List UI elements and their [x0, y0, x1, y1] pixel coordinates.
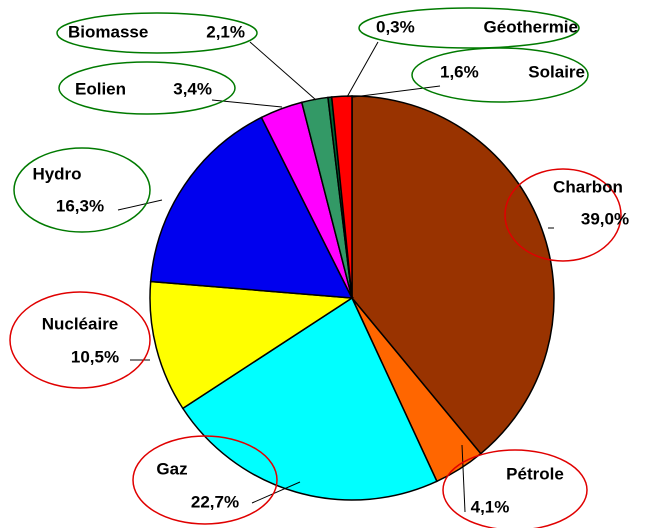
label-outline — [132, 435, 278, 525]
pie-slice — [181, 296, 438, 501]
leader-line — [461, 444, 466, 513]
slice-value: 39,0% — [581, 209, 629, 228]
label-outline — [442, 449, 588, 528]
leader-line — [251, 481, 301, 504]
leader-line — [352, 85, 441, 98]
slice-name: Pétrole — [506, 464, 564, 483]
slice-value: 16,3% — [56, 196, 104, 215]
label-outline — [9, 291, 151, 389]
slice-value: 3,4% — [173, 79, 212, 98]
leader-line — [249, 41, 317, 101]
slice-value: 0,3% — [376, 17, 415, 36]
pie-slice — [149, 280, 355, 410]
label-outline — [504, 168, 622, 262]
leader-line — [117, 199, 163, 211]
slice-name: Nucléaire — [42, 314, 119, 333]
slice-value: 4,1% — [471, 497, 510, 516]
slice-name: Eolien — [75, 79, 126, 98]
slice-name: Charbon — [553, 177, 623, 196]
slice-name: Géothermie — [484, 17, 578, 36]
label-outline — [358, 7, 580, 49]
pie-slice — [351, 95, 555, 455]
slice-name: Biomasse — [68, 22, 148, 41]
slice-value: 2,1% — [206, 22, 245, 41]
slice-name: Gaz — [156, 459, 187, 478]
slice-name: Hydro — [32, 164, 81, 183]
label-outline — [58, 61, 236, 115]
slice-value: 22,7% — [191, 492, 239, 511]
leader-line — [346, 41, 379, 98]
label-outline — [56, 12, 258, 54]
label-outline — [13, 147, 151, 233]
pie-slice — [149, 116, 354, 299]
slice-name: Solaire — [528, 62, 585, 81]
slice-value: 10,5% — [71, 347, 119, 366]
pie-slice — [330, 95, 353, 299]
slice-value: 1,6% — [440, 62, 479, 81]
label-outline — [411, 47, 589, 103]
